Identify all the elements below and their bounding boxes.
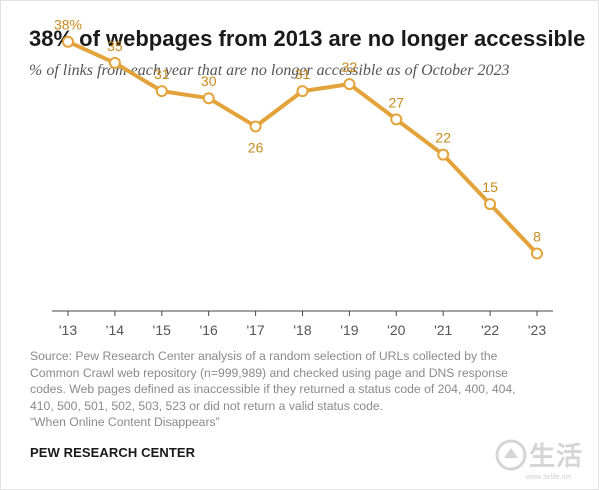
data-label: 38% bbox=[54, 17, 82, 33]
x-tick-label: '13 bbox=[59, 322, 77, 338]
x-tick-label: '20 bbox=[387, 322, 405, 338]
data-label: 8 bbox=[533, 229, 541, 245]
data-point bbox=[62, 35, 74, 48]
data-point bbox=[108, 56, 121, 69]
x-tick-label: '17 bbox=[246, 322, 264, 338]
data-point bbox=[155, 85, 168, 98]
source-note: Source: Pew Research Center analysis of … bbox=[30, 348, 570, 431]
data-label: 31 bbox=[295, 66, 311, 82]
data-point bbox=[484, 198, 497, 211]
source-line: codes. Web pages defined as inaccessible… bbox=[30, 382, 516, 396]
x-tick-label: '15 bbox=[153, 322, 171, 338]
data-label: 22 bbox=[435, 130, 451, 146]
chart-title: 38% of webpages from 2013 are no longer … bbox=[29, 26, 586, 51]
line-chart: '13 '14 '15 '16 '17 '18 '19 '20 '21 '22 '23 38% 35 31… bbox=[52, 17, 553, 338]
chart-subtitle: % of links from each year that are no lo… bbox=[29, 62, 510, 79]
data-point bbox=[343, 78, 356, 91]
data-label: 30 bbox=[201, 73, 217, 89]
watermark-text: 生活 bbox=[529, 441, 584, 471]
data-point bbox=[249, 120, 262, 133]
data-point bbox=[390, 113, 403, 126]
data-point bbox=[531, 247, 543, 260]
watermark-logo-icon bbox=[495, 439, 527, 471]
data-label: 27 bbox=[389, 94, 405, 110]
data-label: 32 bbox=[342, 59, 358, 75]
data-label: 15 bbox=[482, 179, 498, 195]
watermark: 生活 www.3elife.net bbox=[492, 434, 596, 488]
x-tick-label: '23 bbox=[528, 322, 546, 338]
x-tick-label: '16 bbox=[200, 322, 218, 338]
data-point bbox=[296, 85, 309, 98]
x-tick-label: '22 bbox=[481, 322, 499, 338]
data-point bbox=[202, 92, 215, 105]
organization-name: PEW RESEARCH CENTER bbox=[30, 445, 196, 460]
x-tick-label: '19 bbox=[340, 322, 358, 338]
source-line: Common Crawl web repository (n=999,989) … bbox=[30, 365, 508, 380]
x-tick-label: '18 bbox=[293, 322, 311, 338]
source-line: Source: Pew Research Center analysis of … bbox=[30, 349, 498, 363]
report-title: “When Online Content Disappears” bbox=[30, 415, 220, 429]
x-tick-label: '21 bbox=[434, 322, 452, 338]
data-label: 31 bbox=[154, 66, 170, 82]
source-line: 410, 500, 501, 502, 503, 523 or did not … bbox=[30, 398, 384, 413]
x-tick-label: '14 bbox=[106, 322, 124, 338]
data-label: 26 bbox=[248, 139, 264, 155]
data-label: 35 bbox=[107, 38, 123, 54]
watermark-url: www.3elife.net bbox=[526, 474, 572, 481]
data-point bbox=[437, 148, 450, 161]
